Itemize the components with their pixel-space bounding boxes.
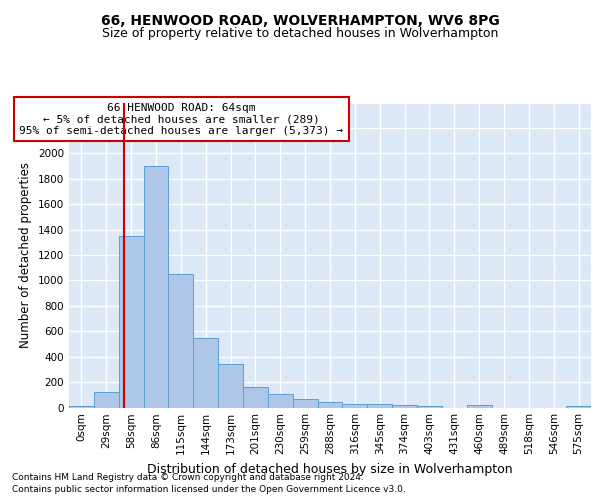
Bar bbox=[268, 394, 293, 407]
Text: Contains HM Land Registry data © Crown copyright and database right 2024.: Contains HM Land Registry data © Crown c… bbox=[12, 472, 364, 482]
Text: Contains public sector information licensed under the Open Government Licence v3: Contains public sector information licen… bbox=[12, 485, 406, 494]
Text: 66 HENWOOD ROAD: 64sqm
← 5% of detached houses are smaller (289)
95% of semi-det: 66 HENWOOD ROAD: 64sqm ← 5% of detached … bbox=[19, 102, 343, 136]
Bar bbox=[143, 166, 169, 408]
Bar bbox=[119, 236, 143, 408]
Text: Size of property relative to detached houses in Wolverhampton: Size of property relative to detached ho… bbox=[102, 28, 498, 40]
Bar bbox=[566, 406, 591, 407]
Bar bbox=[417, 406, 442, 407]
Bar bbox=[169, 274, 193, 407]
Bar bbox=[343, 404, 367, 407]
Bar bbox=[317, 402, 343, 407]
Bar bbox=[367, 404, 392, 407]
Text: 66, HENWOOD ROAD, WOLVERHAMPTON, WV6 8PG: 66, HENWOOD ROAD, WOLVERHAMPTON, WV6 8PG bbox=[101, 14, 499, 28]
Y-axis label: Number of detached properties: Number of detached properties bbox=[19, 162, 32, 348]
Bar bbox=[243, 386, 268, 407]
Bar bbox=[218, 364, 243, 408]
Bar bbox=[69, 406, 94, 407]
X-axis label: Distribution of detached houses by size in Wolverhampton: Distribution of detached houses by size … bbox=[147, 463, 513, 476]
Bar bbox=[193, 338, 218, 407]
Bar bbox=[392, 405, 417, 407]
Bar bbox=[293, 399, 317, 407]
Bar bbox=[94, 392, 119, 407]
Bar bbox=[467, 405, 491, 407]
